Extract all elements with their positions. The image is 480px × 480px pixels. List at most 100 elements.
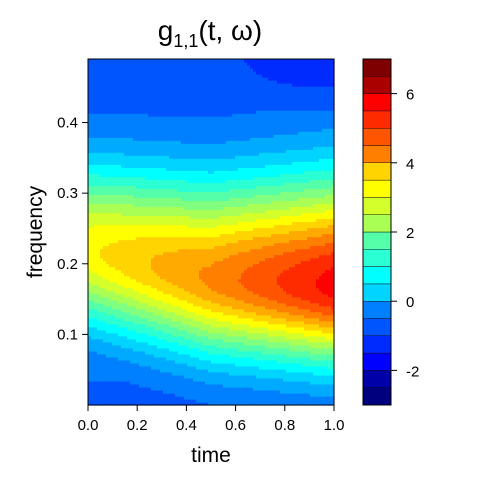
contour-cell <box>109 89 113 93</box>
contour-cell <box>118 59 122 63</box>
contour-cell <box>208 353 212 358</box>
title-args: (t, ω) <box>198 15 262 46</box>
contour-cell <box>148 320 152 325</box>
contour-cell <box>139 179 143 183</box>
contour-cell <box>190 260 194 265</box>
contour-cell <box>166 245 170 250</box>
contour-cell <box>109 107 113 111</box>
contour-cell <box>214 68 218 72</box>
contour-cell <box>148 284 152 289</box>
contour-cell <box>154 308 158 313</box>
contour-cell <box>199 374 203 379</box>
contour-cell <box>109 137 113 141</box>
contour-cell <box>136 311 140 316</box>
contour-cell <box>130 269 134 274</box>
contour-cell <box>142 350 146 355</box>
contour-cell <box>136 140 140 144</box>
contour-cell <box>205 332 209 337</box>
contour-cell <box>208 95 212 99</box>
contour-cell <box>118 200 122 205</box>
contour-cell <box>151 356 155 361</box>
contour-cell <box>106 98 110 102</box>
contour-cell <box>193 275 197 280</box>
contour-cell <box>88 368 92 373</box>
contour-cell <box>202 158 206 162</box>
contour-cell <box>202 83 206 87</box>
contour-cell <box>157 341 161 346</box>
contour-cell <box>205 203 209 208</box>
contour-cell <box>97 206 101 211</box>
contour-cell <box>109 116 113 120</box>
contour-cell <box>121 179 125 183</box>
contour-cell <box>193 248 197 253</box>
contour-cell <box>112 398 116 403</box>
contour-cell <box>91 182 95 186</box>
contour-cell <box>154 269 158 274</box>
contour-cell <box>211 362 215 367</box>
contour-cell <box>106 170 110 174</box>
contour-cell <box>199 179 203 183</box>
contour-cell <box>130 299 134 304</box>
contour-cell <box>208 332 212 337</box>
contour-cell <box>163 377 167 382</box>
contour-cell <box>133 233 137 238</box>
contour-cell <box>178 206 182 211</box>
contour-cell <box>118 164 122 168</box>
contour-cell <box>103 107 107 111</box>
contour-cell <box>109 332 113 337</box>
contour-cell <box>211 338 215 343</box>
contour-cell <box>199 134 203 138</box>
contour-cell <box>112 212 116 217</box>
contour-cell <box>217 263 221 268</box>
contour-cell <box>202 89 206 93</box>
contour-cell <box>121 77 125 81</box>
contour-cell <box>166 296 170 301</box>
contour-cell <box>205 350 209 355</box>
contour-cell <box>187 392 191 397</box>
contour-cell <box>208 191 212 195</box>
contour-cell <box>148 353 152 358</box>
contour-cell <box>130 200 134 205</box>
contour-cell <box>181 68 185 72</box>
contour-cell <box>175 104 179 108</box>
contour-cell <box>109 143 113 147</box>
contour-cell <box>91 239 95 244</box>
contour-cell <box>169 314 173 319</box>
contour-cell <box>169 83 173 87</box>
contour-cell <box>127 215 131 220</box>
contour-cell <box>142 281 146 286</box>
contour-cell <box>169 209 173 214</box>
contour-cell <box>190 332 194 337</box>
contour-cell <box>130 215 134 220</box>
contour-cell <box>109 65 113 69</box>
contour-cell <box>115 227 119 232</box>
contour-cell <box>169 329 173 334</box>
contour-cell <box>145 164 149 168</box>
contour-cell <box>88 392 92 397</box>
contour-cell <box>145 68 149 72</box>
contour-cell <box>196 371 200 376</box>
contour-cell <box>151 344 155 349</box>
contour-cell <box>100 350 104 355</box>
contour-cell <box>181 65 185 69</box>
contour-cell <box>121 197 125 202</box>
contour-cell <box>196 359 200 364</box>
contour-cell <box>175 86 179 90</box>
contour-cell <box>103 209 107 214</box>
contour-cell <box>211 146 215 150</box>
contour-cell <box>94 113 98 117</box>
contour-cell <box>118 101 122 105</box>
contour-cell <box>145 236 149 241</box>
contour-cell <box>163 350 167 355</box>
contour-cell <box>196 143 200 147</box>
contour-cell <box>172 269 176 274</box>
contour-cell <box>211 176 215 180</box>
contour-cell <box>136 290 140 295</box>
contour-cell <box>151 182 155 186</box>
contour-cell <box>145 131 149 135</box>
contour-cell <box>136 284 140 289</box>
contour-cell <box>157 281 161 286</box>
contour-cell <box>202 71 206 75</box>
contour-cell <box>97 59 101 63</box>
contour-cell <box>202 383 206 388</box>
